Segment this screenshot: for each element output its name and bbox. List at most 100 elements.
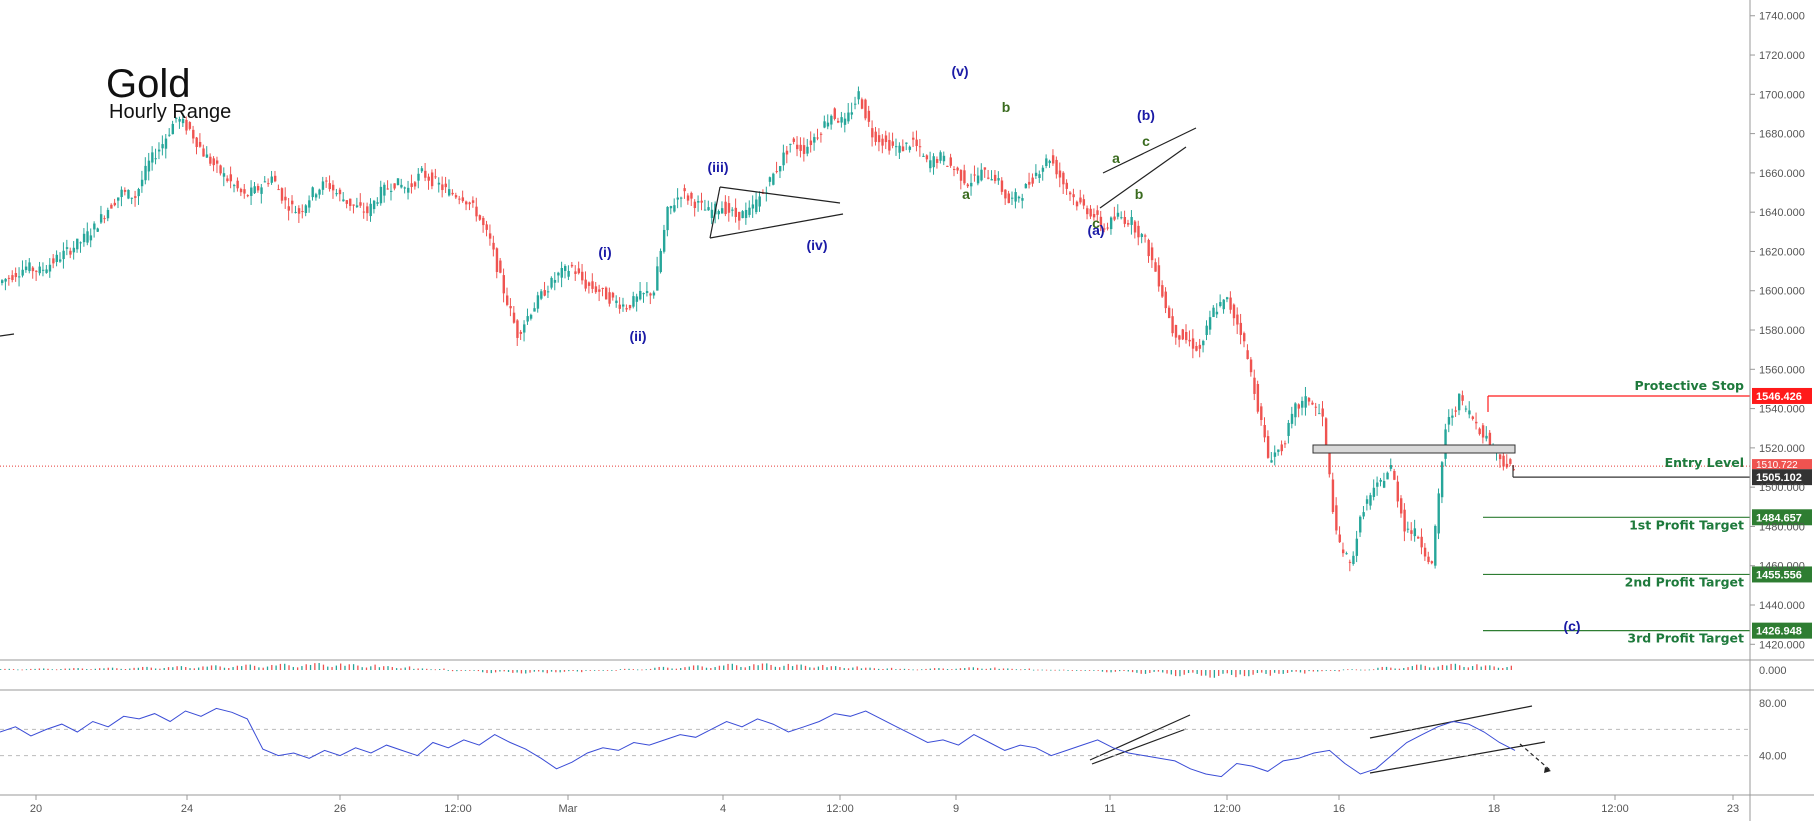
candle-body (840, 117, 843, 123)
candle-body (1055, 159, 1058, 175)
oscillator-bar (51, 669, 53, 671)
candle-body (273, 175, 277, 182)
oscillator-bar (1058, 669, 1061, 671)
oscillator-bar (197, 667, 200, 670)
oscillator-bar (150, 667, 152, 670)
oscillator-histogram (0, 662, 1512, 678)
oscillator-bar (520, 670, 523, 674)
candle-body (710, 209, 714, 218)
candle-body (1475, 421, 1478, 424)
candle-body (529, 314, 533, 319)
candle-body (314, 194, 318, 198)
candle-body (1215, 311, 1219, 315)
candle-body (1290, 413, 1294, 424)
candle-body (703, 209, 707, 211)
oscillator-bar (159, 668, 161, 670)
oscillator-bar (873, 668, 876, 670)
oscillator-bar (1261, 670, 1263, 673)
oscillator-bar (899, 668, 901, 670)
oscillator-bar (890, 667, 893, 670)
oscillator-bar (512, 670, 514, 673)
oscillator-bar (537, 670, 540, 672)
candle-body (1150, 247, 1154, 261)
candle-body (632, 296, 635, 307)
candle-body (485, 224, 488, 230)
candle-body (352, 204, 355, 206)
oscillator-bar (1226, 670, 1228, 674)
candle-body (396, 178, 400, 186)
oscillator-bar (1097, 670, 1099, 671)
oscillator-bar (1179, 670, 1181, 677)
candle-body (1157, 265, 1161, 287)
oscillator-bar (1157, 670, 1160, 672)
candle-body (437, 182, 441, 185)
wave-label: (c) (1563, 618, 1580, 634)
candle-body (1096, 210, 1099, 215)
oscillator-bar (215, 665, 217, 670)
y-tick-label: 1640.000 (1759, 207, 1805, 219)
candle-body (581, 271, 584, 281)
oscillator-bar (804, 665, 807, 670)
oscillator-bar (636, 669, 639, 671)
candle-body (263, 181, 267, 183)
candle-body (229, 174, 233, 182)
oscillator-bar (977, 667, 979, 670)
oscillator-bar (430, 669, 432, 671)
x-tick-label: 11 (1104, 803, 1115, 815)
oscillator-bar (925, 668, 927, 670)
candle-body (1461, 395, 1464, 401)
candle-body (130, 197, 134, 199)
oscillator-bar (1252, 670, 1254, 675)
candle-body (1512, 469, 1515, 471)
oscillator-bar (249, 664, 251, 670)
oscillator-bar (387, 666, 389, 670)
y-tick-label: 1500.000 (1759, 482, 1805, 494)
triangle-lower-line (709, 213, 844, 239)
candle-body (1266, 436, 1270, 458)
wave-label: a (962, 186, 970, 202)
oscillator-bar (533, 670, 535, 672)
candle-body (482, 217, 485, 226)
oscillator-bar (796, 664, 798, 670)
oscillator-bar (408, 666, 411, 670)
oscillator-bar (735, 665, 738, 670)
oscillator-bar (1394, 668, 1396, 670)
candle-body (993, 174, 997, 181)
candle-body (601, 287, 604, 289)
oscillator-bar (43, 668, 45, 670)
candle-body (1341, 549, 1345, 554)
candle-body (1147, 239, 1150, 257)
oscillator-bar (309, 664, 312, 670)
oscillator-bar (1136, 670, 1138, 673)
candle-body (591, 281, 594, 289)
x-tick-label: 18 (1488, 803, 1500, 815)
candle-body (48, 264, 52, 272)
candle-body (1062, 172, 1065, 185)
oscillator-bar (563, 670, 566, 672)
candle-body (89, 235, 93, 241)
candle-body (1205, 325, 1208, 336)
price-tag-value: 1484.657 (1756, 512, 1802, 524)
oscillator-bar (357, 665, 359, 670)
oscillator-bar (86, 669, 88, 670)
candle-body (622, 304, 625, 307)
candle-body (519, 331, 523, 334)
x-tick-label: 12:00 (444, 803, 472, 815)
oscillator-bar (1420, 664, 1422, 670)
candle-body (1365, 499, 1369, 504)
candle-body (219, 165, 222, 174)
candle-body (1447, 417, 1451, 425)
candle-body (72, 247, 76, 253)
candle-body (120, 189, 123, 198)
candle-body (557, 272, 560, 276)
rsi-tick-label: 40.00 (1759, 751, 1787, 763)
candle-body (1485, 435, 1488, 439)
wave-label: (b) (1137, 107, 1155, 123)
oscillator-bar (951, 669, 953, 670)
candle-body (495, 248, 499, 273)
candle-body (1406, 528, 1410, 530)
oscillator-bar (477, 670, 480, 672)
candle-body (1154, 262, 1157, 272)
